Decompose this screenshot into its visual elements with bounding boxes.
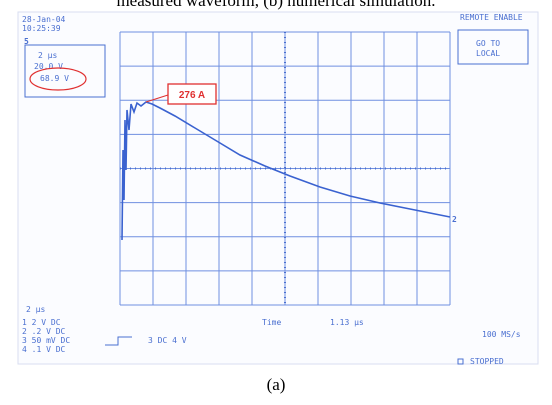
readout-level: 20.0 V bbox=[34, 62, 63, 71]
readout-value: 68.9 V bbox=[40, 74, 69, 83]
channel: 1 2 V DC bbox=[22, 318, 61, 327]
button-line: GO TO bbox=[476, 39, 500, 48]
date: 28-Jan-04 bbox=[22, 15, 66, 24]
channel: 4 .1 V DC bbox=[22, 345, 66, 354]
bottom-timebase: 2 µs bbox=[26, 305, 45, 314]
figure: measured waveform, (b) numerical simulat… bbox=[0, 0, 552, 405]
trace-marker: 2 bbox=[452, 215, 457, 224]
channel: 2 .2 V DC bbox=[22, 327, 66, 336]
sample-rate: 100 MS/s bbox=[482, 330, 521, 339]
readout-timebase: 2 µs bbox=[38, 51, 57, 60]
readout-marker: 5 bbox=[24, 37, 29, 46]
time-label: Time bbox=[262, 318, 281, 327]
channel: 3 50 mV DC bbox=[22, 336, 70, 345]
trigger: 3 DC 4 V bbox=[148, 336, 187, 345]
annotation: 276 A bbox=[179, 90, 205, 101]
status: REMOTE ENABLE bbox=[460, 13, 523, 22]
time: 10:25:39 bbox=[22, 24, 61, 33]
time-value: 1.13 µs bbox=[330, 318, 364, 327]
button-line: LOCAL bbox=[476, 49, 500, 58]
scope-screen bbox=[18, 12, 538, 364]
state: STOPPED bbox=[470, 357, 504, 366]
top-caption: measured waveform, (b) numerical simulat… bbox=[116, 0, 435, 10]
caption: (a) bbox=[267, 375, 286, 394]
